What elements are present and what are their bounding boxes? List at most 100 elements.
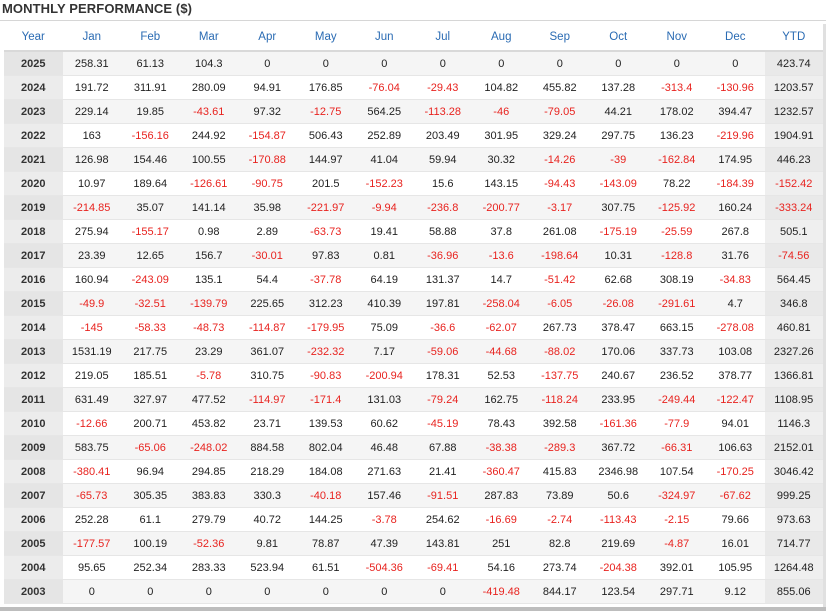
cell-sep: -289.3 xyxy=(530,435,589,460)
cell-mar: 244.92 xyxy=(179,123,238,148)
column-header-ytd[interactable]: YTD xyxy=(764,24,823,52)
cell-jul: 0 xyxy=(413,51,472,76)
table-row: 2014 -145 -58.33 -48.73 -114.87 -179.95 75.09-… xyxy=(4,315,823,340)
cell-sep: -6.05 xyxy=(530,291,589,316)
cell-jul: -69.41 xyxy=(413,555,472,580)
cell-dec: 9.12 xyxy=(706,579,765,604)
cell-oct: 0 xyxy=(589,51,648,76)
cell-feb: 61.13 xyxy=(121,51,180,76)
cell-mar: -5.78 xyxy=(179,363,238,388)
cell-nov: 107.54 xyxy=(647,459,706,484)
column-header-nov[interactable]: Nov xyxy=(647,24,706,52)
column-header-oct[interactable]: Oct xyxy=(589,24,648,52)
cell-mar: -248.02 xyxy=(179,435,238,460)
column-header-jan[interactable]: Jan xyxy=(62,24,121,52)
cell-may: 144.97 xyxy=(296,147,355,172)
column-header-may[interactable]: May xyxy=(296,24,355,52)
cell-sep: 73.89 xyxy=(530,483,589,508)
cell-ytd: 346.8 xyxy=(764,291,823,316)
cell-jul: 15.6 xyxy=(413,171,472,196)
cell-aug: 301.95 xyxy=(472,123,531,148)
column-header-year[interactable]: Year xyxy=(4,24,63,52)
cell-jul: -236.8 xyxy=(413,195,472,220)
column-header-aug[interactable]: Aug xyxy=(472,24,531,52)
cell-nov: -77.9 xyxy=(647,411,706,436)
cell-may: 97.83 xyxy=(296,243,355,268)
table-row: 2019 -214.85 35.07 141.14 35.98 -221.97 -9.94-… xyxy=(4,195,823,220)
cell-oct: 123.54 xyxy=(589,579,648,604)
table-row: 2024 191.72 311.91 280.09 94.91 176.85 -76.04-… xyxy=(4,75,823,100)
cell-ytd: -152.42 xyxy=(764,171,823,196)
cell-ytd: 423.74 xyxy=(764,51,823,76)
cell-sep: -51.42 xyxy=(530,267,589,292)
cell-apr: 361.07 xyxy=(238,339,297,364)
cell-jun: 564.25 xyxy=(355,99,414,124)
cell-ytd: 1146.3 xyxy=(764,411,823,436)
cell-jul: 67.88 xyxy=(413,435,472,460)
column-header-jun[interactable]: Jun xyxy=(355,24,414,52)
cell-jun: 410.39 xyxy=(355,291,414,316)
cell-mar: 283.33 xyxy=(179,555,238,580)
cell-jul: -79.24 xyxy=(413,387,472,412)
cell-oct: 50.6 xyxy=(589,483,648,508)
column-header-mar[interactable]: Mar xyxy=(179,24,238,52)
cell-feb: 100.19 xyxy=(121,531,180,556)
cell-jun: 46.48 xyxy=(355,435,414,460)
year-cell: 2021 xyxy=(4,147,63,172)
cell-aug: 30.32 xyxy=(472,147,531,172)
cell-apr: 23.71 xyxy=(238,411,297,436)
year-cell: 2019 xyxy=(4,195,63,220)
cell-jun: 0 xyxy=(355,579,414,604)
cell-jan: 95.65 xyxy=(62,555,121,580)
cell-dec: -34.83 xyxy=(706,267,765,292)
cell-feb: -155.17 xyxy=(121,219,180,244)
cell-jul: -91.51 xyxy=(413,483,472,508)
cell-may: 312.23 xyxy=(296,291,355,316)
column-header-sep[interactable]: Sep xyxy=(530,24,589,52)
cell-nov: 663.15 xyxy=(647,315,706,340)
cell-nov: -162.84 xyxy=(647,147,706,172)
cell-mar: 141.14 xyxy=(179,195,238,220)
cell-jul: 197.81 xyxy=(413,291,472,316)
column-header-feb[interactable]: Feb xyxy=(121,24,180,52)
cell-sep: 329.24 xyxy=(530,123,589,148)
cell-jun: 0.81 xyxy=(355,243,414,268)
cell-apr: -114.97 xyxy=(238,387,297,412)
cell-mar: 156.7 xyxy=(179,243,238,268)
cell-aug: -258.04 xyxy=(472,291,531,316)
cell-nov: 236.52 xyxy=(647,363,706,388)
cell-oct: -26.08 xyxy=(589,291,648,316)
cell-apr: -114.87 xyxy=(238,315,297,340)
cell-jan: -12.66 xyxy=(62,411,121,436)
cell-jun: 7.17 xyxy=(355,339,414,364)
cell-aug: 37.8 xyxy=(472,219,531,244)
cell-jun: -3.78 xyxy=(355,507,414,532)
cell-nov: 136.23 xyxy=(647,123,706,148)
cell-jun: 41.04 xyxy=(355,147,414,172)
cell-feb: -156.16 xyxy=(121,123,180,148)
table-row: 2006 252.28 61.1 279.79 40.72 144.25 -3.78 254.… xyxy=(4,507,823,532)
cell-jan: -49.9 xyxy=(62,291,121,316)
cell-apr: 97.32 xyxy=(238,99,297,124)
cell-feb: -58.33 xyxy=(121,315,180,340)
cell-aug: -13.6 xyxy=(472,243,531,268)
cell-oct: 307.75 xyxy=(589,195,648,220)
scrollbar-track[interactable] xyxy=(823,24,826,607)
cell-apr: 40.72 xyxy=(238,507,297,532)
cell-ytd: 1203.57 xyxy=(764,75,823,100)
cell-feb: 61.1 xyxy=(121,507,180,532)
cell-apr: 94.91 xyxy=(238,75,297,100)
cell-mar: 100.55 xyxy=(179,147,238,172)
cell-jun: 0 xyxy=(355,51,414,76)
column-header-dec[interactable]: Dec xyxy=(706,24,765,52)
column-header-jul[interactable]: Jul xyxy=(413,24,472,52)
year-cell: 2023 xyxy=(4,99,63,124)
column-header-apr[interactable]: Apr xyxy=(238,24,297,52)
year-cell: 2008 xyxy=(4,459,63,484)
year-cell: 2003 xyxy=(4,579,63,604)
cell-jan: 275.94 xyxy=(62,219,121,244)
cell-aug: 251 xyxy=(472,531,531,556)
cell-nov: 0 xyxy=(647,51,706,76)
cell-dec: 105.95 xyxy=(706,555,765,580)
cell-dec: -219.96 xyxy=(706,123,765,148)
